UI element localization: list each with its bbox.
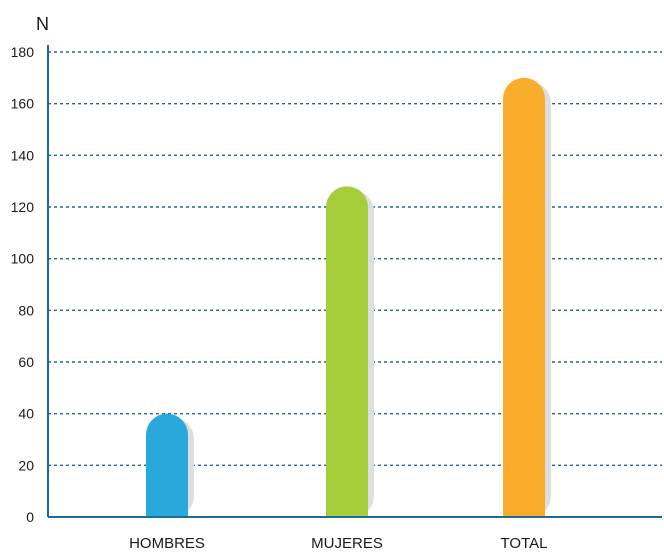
- x-category-label-mujeres: MUJERES: [311, 535, 383, 552]
- y-tick-label-160: 160: [11, 96, 35, 112]
- bar-total: [503, 77, 545, 517]
- bar-hombres: [146, 413, 188, 517]
- y-tick-label-100: 100: [11, 251, 35, 267]
- x-category-labels: HOMBRES MUJERES TOTAL: [129, 535, 547, 552]
- y-tick-labels: 0 20 40 60 80 100 120 140 160 180: [11, 44, 35, 525]
- y-tick-label-180: 180: [11, 44, 35, 60]
- y-tick-label-140: 140: [11, 147, 35, 163]
- x-category-label-hombres: HOMBRES: [129, 535, 205, 552]
- y-tick-label-120: 120: [11, 199, 35, 215]
- x-category-label-total: TOTAL: [501, 535, 548, 552]
- y-axis-title: N: [36, 14, 49, 34]
- bar-mujeres: [326, 186, 368, 518]
- y-tick-label-20: 20: [18, 457, 34, 473]
- y-tick-label-60: 60: [18, 354, 34, 370]
- y-tick-label-80: 80: [18, 302, 34, 318]
- y-tick-label-0: 0: [26, 509, 34, 525]
- bars: [146, 77, 551, 518]
- y-tick-label-40: 40: [18, 406, 34, 422]
